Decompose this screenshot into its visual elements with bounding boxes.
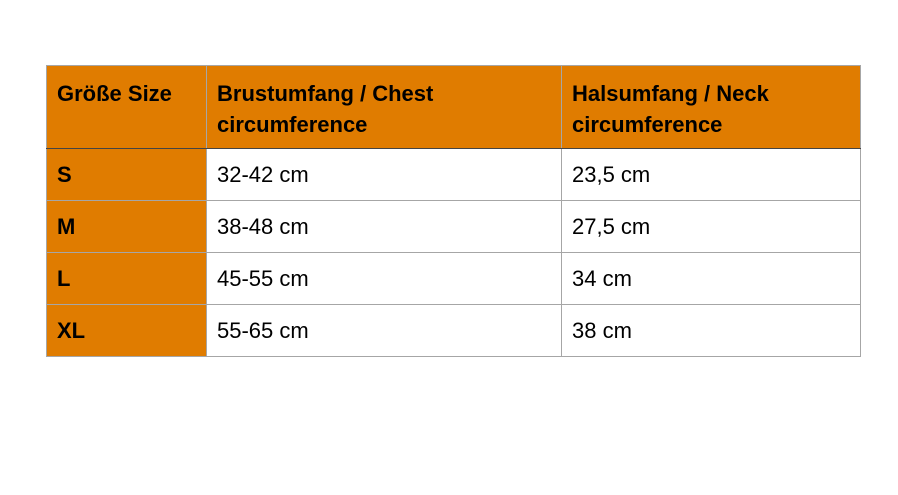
size-cell: S bbox=[46, 148, 207, 201]
table-row: S 32-42 cm 23,5 cm bbox=[46, 148, 861, 201]
size-cell: L bbox=[46, 252, 207, 305]
header-size: Größe Size bbox=[46, 65, 207, 149]
neck-cell: 34 cm bbox=[561, 252, 861, 305]
neck-cell: 38 cm bbox=[561, 304, 861, 357]
neck-cell: 23,5 cm bbox=[561, 148, 861, 201]
chest-cell: 55-65 cm bbox=[206, 304, 562, 357]
table-row: XL 55-65 cm 38 cm bbox=[46, 304, 861, 357]
header-neck: Halsumfang / Neck circumference bbox=[561, 65, 861, 149]
size-cell: M bbox=[46, 200, 207, 253]
chest-cell: 32-42 cm bbox=[206, 148, 562, 201]
header-row: Größe Size Brustumfang / Chest circumfer… bbox=[46, 65, 861, 149]
chest-cell: 45-55 cm bbox=[206, 252, 562, 305]
header-chest: Brustumfang / Chest circumference bbox=[206, 65, 562, 149]
size-cell: XL bbox=[46, 304, 207, 357]
size-chart-table: Größe Size Brustumfang / Chest circumfer… bbox=[46, 65, 861, 357]
neck-cell: 27,5 cm bbox=[561, 200, 861, 253]
chest-cell: 38-48 cm bbox=[206, 200, 562, 253]
table-row: L 45-55 cm 34 cm bbox=[46, 252, 861, 305]
table-row: M 38-48 cm 27,5 cm bbox=[46, 200, 861, 253]
